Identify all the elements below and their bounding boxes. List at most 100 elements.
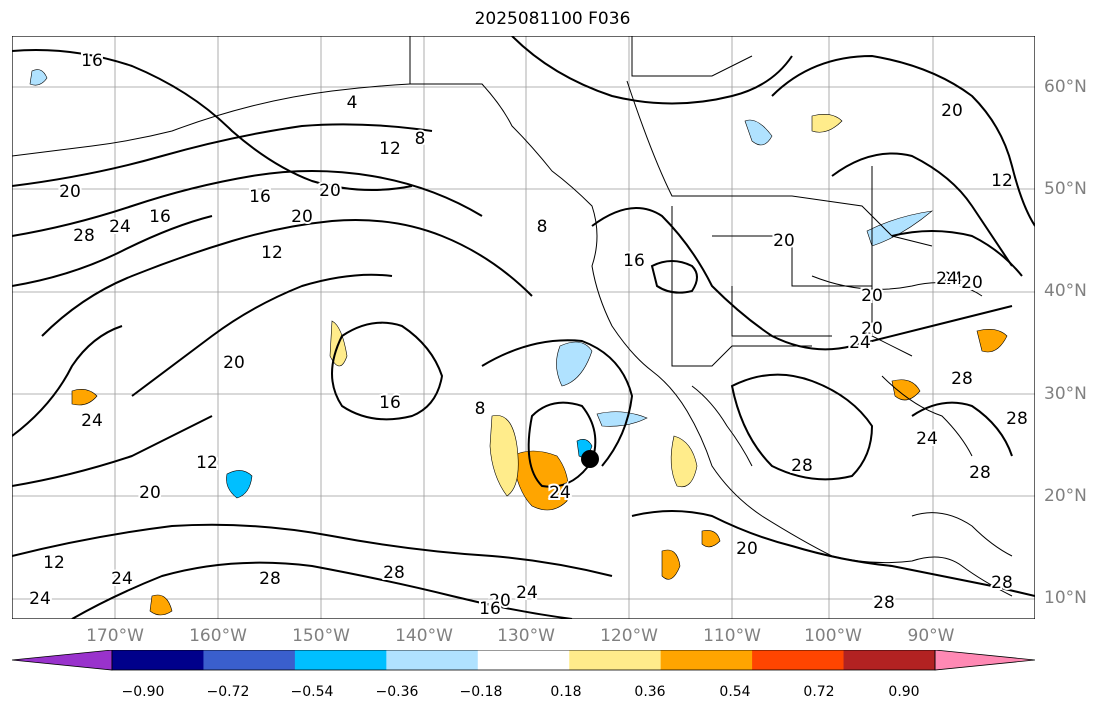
contour-label: 20 <box>861 319 883 339</box>
warm-patch <box>811 114 843 133</box>
lat-label-10: 10°N <box>1044 588 1087 608</box>
contour-label: 20 <box>319 181 341 201</box>
cool-patch <box>556 341 593 387</box>
colorbar <box>12 650 1035 671</box>
contour-label: 28 <box>951 369 973 389</box>
lon-label-160: 160°W <box>189 626 247 646</box>
colorbar-tick: −0.90 <box>121 684 165 700</box>
cool-patch <box>866 210 934 247</box>
cool-patch <box>596 411 648 427</box>
graticule <box>12 36 1035 619</box>
contour-label: 16 <box>623 251 645 271</box>
contour-label: 8 <box>475 399 486 419</box>
lon-label-110: 110°W <box>703 626 761 646</box>
warm-patch <box>891 379 921 401</box>
lon-label-100: 100°W <box>804 626 862 646</box>
contour-label: 20 <box>489 591 511 611</box>
colorbar-extend-low <box>12 650 113 671</box>
colorbar-segment <box>294 650 387 670</box>
colorbar-tick: 0.36 <box>634 684 666 700</box>
contour-label: 12 <box>43 553 65 573</box>
colorbar-segment <box>477 650 570 670</box>
contour-label: 28 <box>1006 409 1028 429</box>
lon-label-170: 170°W <box>86 626 144 646</box>
warm-patch <box>511 450 569 511</box>
colorbar-segment <box>752 650 845 670</box>
colorbar-tick: −0.36 <box>375 684 419 700</box>
lat-label-50: 50°N <box>1044 179 1087 199</box>
warm-patch <box>976 329 1008 353</box>
contour-label: 16 <box>81 51 103 71</box>
lon-label-90: 90°W <box>907 626 955 646</box>
lat-label-30: 30°N <box>1044 384 1087 404</box>
colorbar-segment <box>386 650 479 670</box>
storm-center-marker <box>581 450 599 468</box>
contour-label: 16 <box>479 599 501 619</box>
colorbar-segments <box>12 650 1035 671</box>
lat-label-20: 20°N <box>1044 486 1087 506</box>
lat-label-60: 60°N <box>1044 77 1087 97</box>
contour-label: 8 <box>475 399 486 419</box>
warm-patch <box>701 530 721 548</box>
contour-label: 28 <box>791 456 813 476</box>
contour-label: 24 <box>941 269 963 289</box>
contour-label: 20 <box>139 483 161 503</box>
colorbar-segment <box>203 650 296 670</box>
contour-label: 12 <box>196 453 218 473</box>
contour-label: 20 <box>941 101 963 121</box>
contour-label: 20 <box>223 353 245 373</box>
coastlines <box>12 36 1013 597</box>
contour-label: 20 <box>736 539 758 559</box>
contour-label: 20 <box>861 286 883 306</box>
warm-patch <box>661 549 681 580</box>
contour-label: 12 <box>991 171 1013 191</box>
contour-label: 24 <box>111 569 133 589</box>
contour-label: 8 <box>537 217 548 237</box>
contour-label: 28 <box>873 593 895 613</box>
contour-label: 20 <box>291 207 313 227</box>
lon-label-130: 130°W <box>497 626 555 646</box>
contour-label: 20 <box>59 182 81 202</box>
colorbar-tick: 0.18 <box>550 684 582 700</box>
contour-label: 24 <box>936 269 958 289</box>
contour-label: 8 <box>415 129 426 149</box>
colorbar-tick: −0.54 <box>290 684 334 700</box>
contour-label: 20 <box>773 231 795 251</box>
colorbar-segment <box>112 650 204 670</box>
colorbar-extend-high <box>934 650 1035 671</box>
contour-label: 28 <box>969 463 991 483</box>
contour-label: 20 <box>961 273 983 293</box>
warm-patch <box>149 594 173 616</box>
colorbar-tick: −0.18 <box>459 684 503 700</box>
contour-label: 4 <box>347 93 358 113</box>
contour-label: 28 <box>73 226 95 246</box>
contour-label: 16 <box>149 207 171 227</box>
lat-label-40: 40°N <box>1044 281 1087 301</box>
cool-patch <box>29 69 48 86</box>
cool-patch <box>744 119 773 146</box>
contour-label: 24 <box>29 589 51 609</box>
contour-label: 28 <box>991 573 1013 593</box>
lon-label-140: 140°W <box>395 626 453 646</box>
contour-label: 12 <box>261 243 283 263</box>
colorbar-border <box>111 650 936 671</box>
contour-label: 16 <box>249 187 271 207</box>
contour-label: 16 <box>379 393 401 413</box>
colorbar-segment <box>569 650 662 670</box>
contour-label: 24 <box>109 217 131 237</box>
warm-patch <box>489 415 519 497</box>
contour-label: 24 <box>516 583 538 603</box>
lon-label-120: 120°W <box>600 626 658 646</box>
colorbar-tick: −0.72 <box>206 684 250 700</box>
contour-label: 12 <box>379 139 401 159</box>
colorbar-tick: 0.72 <box>803 684 835 700</box>
contour-label: 24 <box>81 411 103 431</box>
contour-label: 28 <box>383 563 405 583</box>
colorbar-segment <box>660 650 753 670</box>
map-title: 2025081100 F036 <box>474 9 631 29</box>
contour-label: 24 <box>849 333 871 353</box>
warm-patch <box>71 389 98 406</box>
contour-label: 28 <box>259 569 281 589</box>
